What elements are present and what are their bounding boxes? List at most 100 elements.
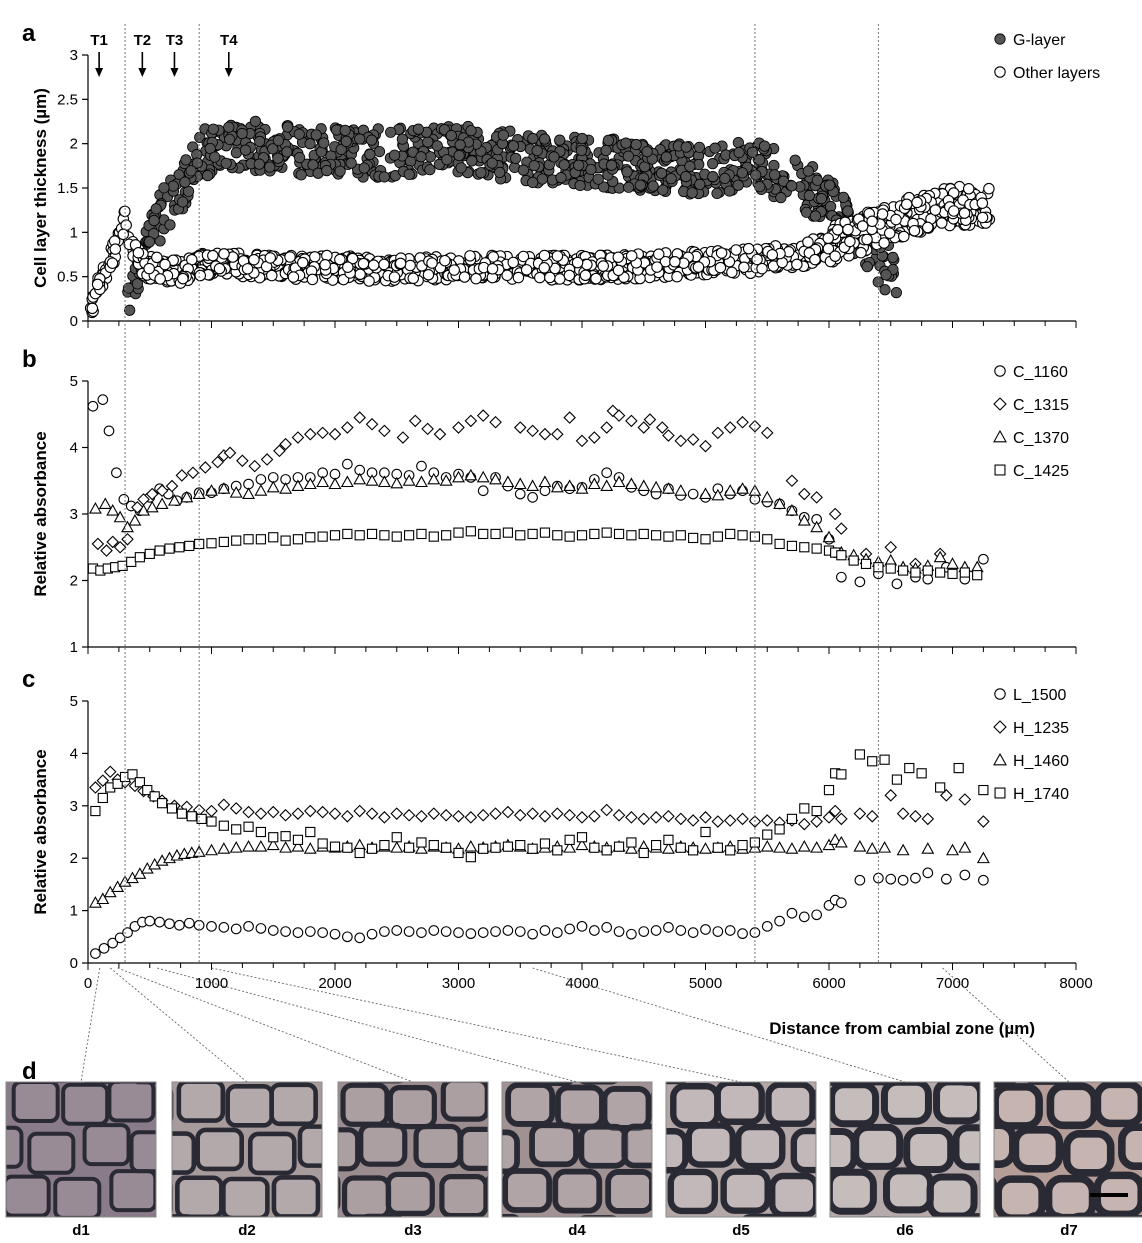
data-point xyxy=(254,840,268,852)
data-point xyxy=(194,269,207,282)
legend-marker xyxy=(993,429,1007,443)
data-point xyxy=(490,528,501,540)
data-point xyxy=(575,482,589,494)
data-point xyxy=(340,135,352,147)
x-tick-label: 6000 xyxy=(812,975,845,992)
data-point xyxy=(785,842,799,854)
data-point xyxy=(621,166,633,178)
data-point xyxy=(707,171,719,183)
cell xyxy=(830,1082,853,1086)
data-point xyxy=(439,808,453,822)
data-point xyxy=(526,807,539,820)
series-c-1425 xyxy=(87,526,983,581)
data-point xyxy=(465,125,477,137)
data-point xyxy=(538,475,552,488)
micrograph-image xyxy=(6,1082,156,1217)
data-point xyxy=(798,911,810,923)
data-point xyxy=(761,920,773,932)
data-point xyxy=(303,477,317,490)
data-point xyxy=(958,841,972,853)
data-point xyxy=(976,197,989,209)
data-point xyxy=(477,927,489,938)
data-point xyxy=(693,141,706,153)
cell xyxy=(271,1175,321,1217)
data-point xyxy=(527,528,538,540)
data-point xyxy=(165,479,179,493)
cell xyxy=(631,1036,675,1075)
data-point xyxy=(103,425,115,437)
cell xyxy=(6,1215,25,1217)
data-point xyxy=(366,843,378,854)
data-point xyxy=(490,926,501,937)
cell xyxy=(880,1082,932,1125)
data-point xyxy=(328,477,342,490)
data-point xyxy=(266,838,280,851)
data-point xyxy=(853,840,867,852)
cell xyxy=(901,1037,945,1076)
data-point xyxy=(711,815,725,828)
data-point xyxy=(241,263,254,275)
cell xyxy=(61,1082,110,1126)
data-point xyxy=(867,756,878,767)
data-point xyxy=(576,132,588,145)
data-point xyxy=(946,557,959,569)
data-point xyxy=(526,479,540,492)
data-point xyxy=(880,269,892,281)
cell xyxy=(175,1175,224,1217)
thumbnail-label: d7 xyxy=(1060,1222,1078,1239)
data-point xyxy=(675,842,686,853)
data-point xyxy=(946,843,959,856)
data-point xyxy=(248,459,262,473)
cell xyxy=(513,1216,557,1243)
data-point xyxy=(280,535,291,546)
data-point xyxy=(100,544,113,557)
cell xyxy=(11,1082,60,1123)
data-point xyxy=(421,422,434,436)
cell xyxy=(247,1131,297,1176)
data-point xyxy=(249,115,262,127)
data-point xyxy=(155,484,169,498)
data-point xyxy=(935,567,946,578)
data-point xyxy=(414,842,428,854)
data-point xyxy=(342,931,353,943)
y-tick-label: 0.5 xyxy=(57,269,78,286)
data-point xyxy=(538,427,552,441)
data-point xyxy=(207,123,219,135)
legend-label: G-layer xyxy=(1013,32,1066,49)
data-point xyxy=(260,453,274,466)
data-point xyxy=(598,181,610,193)
data-point xyxy=(630,138,642,151)
annotation-label: T1 xyxy=(90,32,108,49)
y-tick-label: 4 xyxy=(70,440,78,457)
data-point xyxy=(206,816,217,827)
data-point xyxy=(904,762,915,774)
data-point xyxy=(601,845,612,856)
data-point xyxy=(310,129,322,141)
cell xyxy=(249,1036,293,1075)
connector-line xyxy=(80,967,101,1083)
data-point xyxy=(408,414,422,428)
data-point xyxy=(978,874,989,886)
data-point xyxy=(785,474,799,488)
data-point xyxy=(563,808,576,822)
data-point xyxy=(563,411,576,424)
data-point xyxy=(732,179,744,191)
data-point xyxy=(501,805,515,819)
cell xyxy=(413,1123,463,1169)
data-point xyxy=(316,475,330,488)
data-point xyxy=(675,925,687,936)
data-point xyxy=(487,251,499,263)
legend-marker xyxy=(994,787,1006,799)
data-point xyxy=(723,185,736,197)
data-point xyxy=(624,842,638,854)
data-point xyxy=(291,431,305,444)
cell xyxy=(6,1125,24,1169)
data-point xyxy=(307,159,319,171)
data-point xyxy=(897,565,909,576)
micrograph-image xyxy=(994,1082,1142,1217)
data-point xyxy=(822,530,836,543)
cell xyxy=(666,1128,689,1174)
data-point xyxy=(663,834,674,845)
data-point xyxy=(958,207,971,219)
data-point xyxy=(272,152,284,164)
